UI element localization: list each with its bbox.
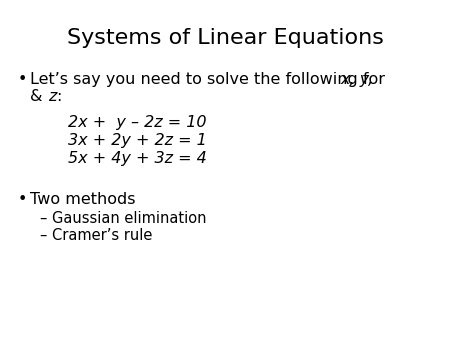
Text: z: z [48, 89, 56, 104]
Text: – Gaussian elimination: – Gaussian elimination [40, 211, 207, 226]
Text: Two methods: Two methods [30, 192, 135, 207]
Text: 3x + 2y + 2z = 1: 3x + 2y + 2z = 1 [68, 133, 207, 148]
Text: x, y,: x, y, [340, 72, 373, 87]
Text: :: : [56, 89, 61, 104]
Text: Let’s say you need to solve the following for: Let’s say you need to solve the followin… [30, 72, 390, 87]
Text: 2x +  y – 2z = 10: 2x + y – 2z = 10 [68, 115, 207, 130]
Text: Systems of Linear Equations: Systems of Linear Equations [67, 28, 383, 48]
Text: – Cramer’s rule: – Cramer’s rule [40, 228, 153, 243]
Text: •: • [18, 72, 27, 87]
Text: &: & [30, 89, 48, 104]
Text: 5x + 4y + 3z = 4: 5x + 4y + 3z = 4 [68, 151, 207, 166]
Text: •: • [18, 192, 27, 207]
